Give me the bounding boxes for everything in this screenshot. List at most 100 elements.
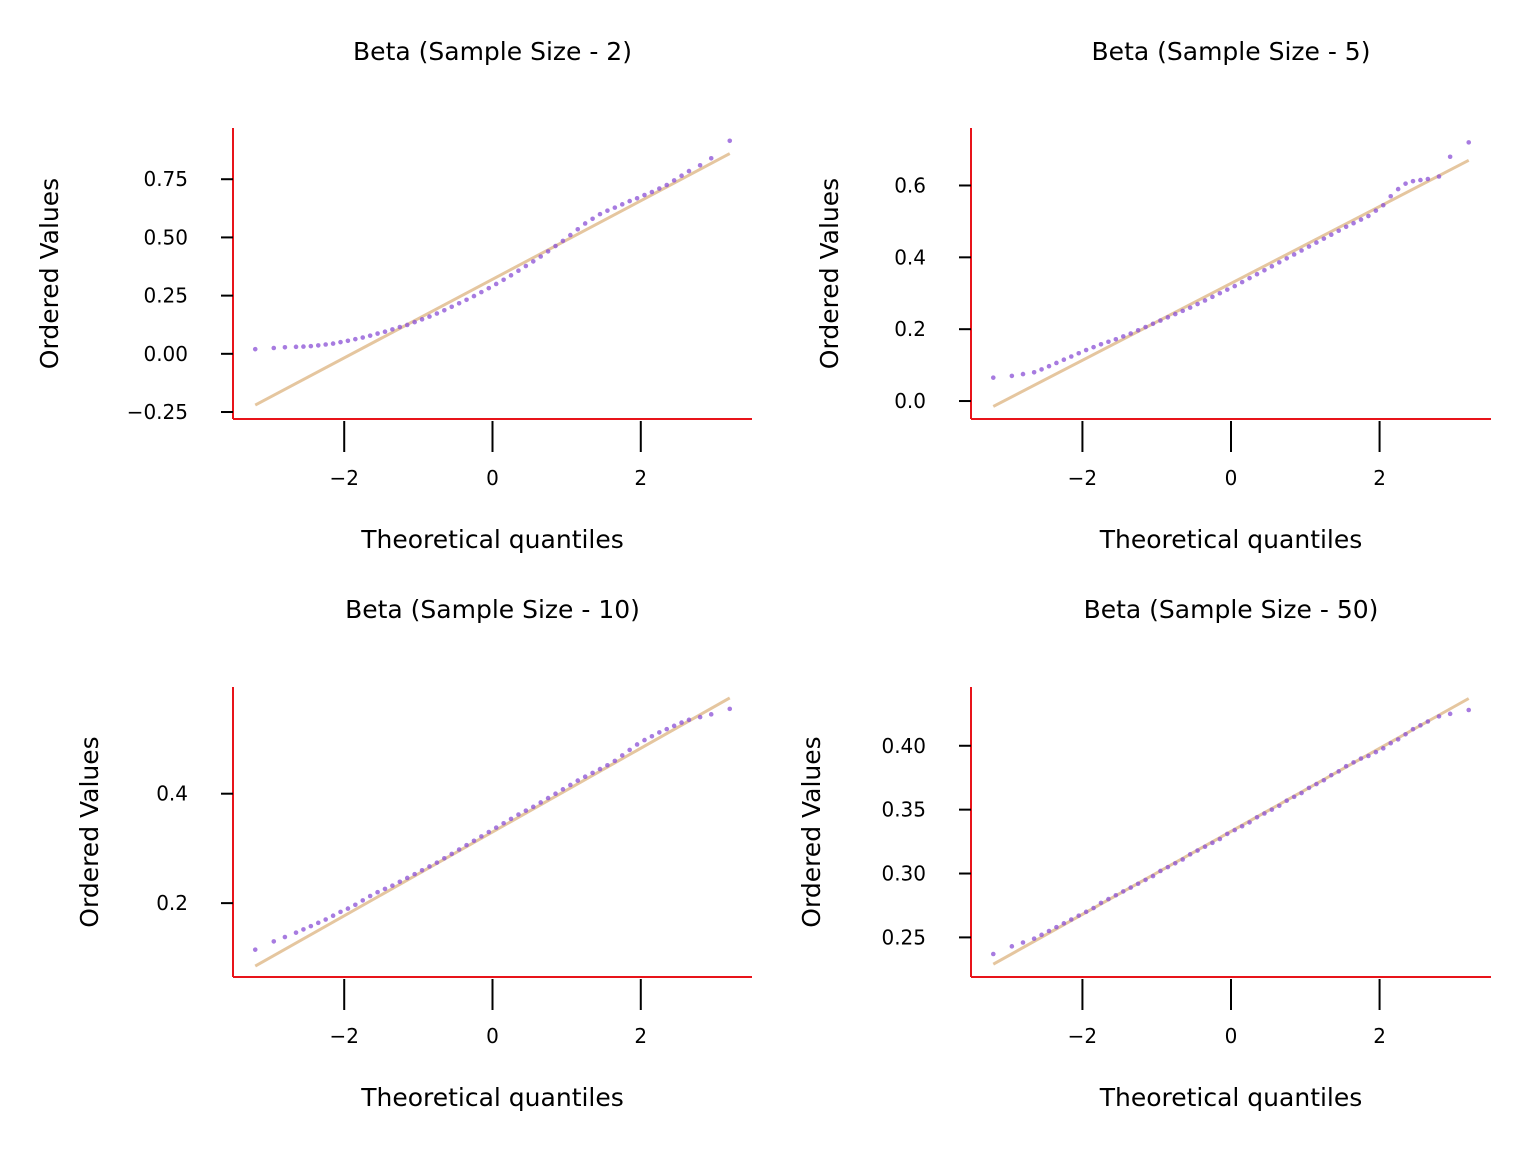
data-point (697, 162, 703, 168)
data-point (1380, 202, 1386, 208)
y-tick-label: 0.25 (143, 284, 188, 308)
data-point (1343, 763, 1349, 769)
data-point (1410, 178, 1416, 184)
data-point (582, 774, 588, 780)
data-point (1403, 181, 1408, 186)
data-point (1373, 208, 1379, 213)
data-point (1120, 334, 1126, 339)
data-point (1306, 785, 1312, 791)
data-point (315, 343, 321, 348)
data-point (697, 714, 703, 720)
data-point (582, 221, 588, 226)
data-point (382, 329, 388, 335)
data-point (271, 345, 277, 351)
data-point (538, 254, 543, 259)
y-tick-label: 0.75 (143, 167, 188, 191)
data-point (345, 338, 351, 344)
data-point (597, 211, 603, 217)
data-point (449, 304, 455, 310)
data-point (1291, 794, 1297, 800)
data-point (330, 341, 336, 346)
data-point (501, 277, 506, 283)
data-point (1314, 240, 1319, 245)
data-point (627, 747, 632, 753)
data-point (1366, 213, 1371, 219)
data-point (308, 923, 314, 929)
data-point (456, 300, 462, 306)
data-point (345, 906, 351, 911)
data-point (627, 198, 632, 204)
data-point (657, 186, 662, 191)
data-point (1403, 731, 1408, 737)
data-point (1358, 217, 1364, 222)
data-point (282, 934, 288, 940)
fit-line (254, 696, 731, 968)
data-point (1172, 860, 1178, 866)
data-point (1031, 936, 1037, 941)
y-tick-label: 0.6 (894, 173, 926, 197)
data-point (442, 307, 447, 313)
data-point (1328, 772, 1334, 778)
data-point (1388, 193, 1394, 199)
data-point (471, 293, 477, 299)
x-tick-label: −2 (1068, 466, 1097, 490)
data-point (330, 913, 336, 919)
y-tick-label: 0.30 (881, 862, 926, 886)
data-point (493, 281, 499, 287)
data-point (1425, 719, 1431, 724)
data-point (390, 327, 395, 332)
x-tick-label: 0 (486, 1024, 499, 1048)
data-point (642, 192, 647, 198)
data-point (427, 864, 432, 869)
data-point (1299, 248, 1304, 253)
subplot-title: Beta (Sample Size - 50) (1084, 595, 1379, 624)
data-point (508, 816, 514, 822)
data-point (464, 842, 469, 848)
data-point (434, 860, 440, 865)
data-point (1366, 753, 1371, 759)
data-point (1143, 324, 1148, 330)
data-point (990, 375, 996, 380)
y-tick-label: 0.0 (894, 389, 926, 413)
data-point (990, 951, 996, 957)
data-point (708, 712, 714, 717)
data-point (338, 909, 343, 915)
data-point (1358, 756, 1364, 761)
data-point (1083, 347, 1089, 353)
data-point (1046, 363, 1052, 369)
x-tick-label: 0 (1225, 466, 1238, 490)
data-point (575, 778, 581, 783)
data-point (657, 730, 662, 735)
data-point (360, 898, 366, 903)
data-point (1009, 373, 1015, 379)
data-point (1195, 848, 1200, 853)
data-point (293, 930, 299, 935)
data-point (1187, 305, 1193, 310)
y-tick-label: 0.50 (143, 225, 188, 249)
y-tick-label: 0.40 (881, 734, 926, 758)
data-point (1217, 836, 1223, 842)
data-point (1351, 760, 1356, 765)
data-point (686, 717, 692, 723)
data-point (1247, 820, 1252, 825)
x-tick-label: −2 (1068, 1024, 1097, 1048)
data-point (271, 939, 277, 944)
data-point (1336, 769, 1342, 774)
data-point (1262, 811, 1267, 816)
data-point (382, 886, 388, 892)
data-point (449, 851, 455, 857)
data-point (1380, 746, 1386, 751)
data-point (1328, 232, 1334, 237)
data-point (568, 782, 573, 788)
data-point (367, 333, 373, 338)
data-point (1061, 357, 1067, 363)
data-point (568, 232, 573, 238)
data-point (560, 787, 566, 792)
data-point (301, 344, 306, 349)
data-point (1247, 275, 1252, 281)
x-tick-label: 2 (634, 466, 647, 490)
data-point (1239, 279, 1245, 285)
x-tick-label: 0 (1225, 1024, 1238, 1048)
data-point (1336, 228, 1342, 234)
